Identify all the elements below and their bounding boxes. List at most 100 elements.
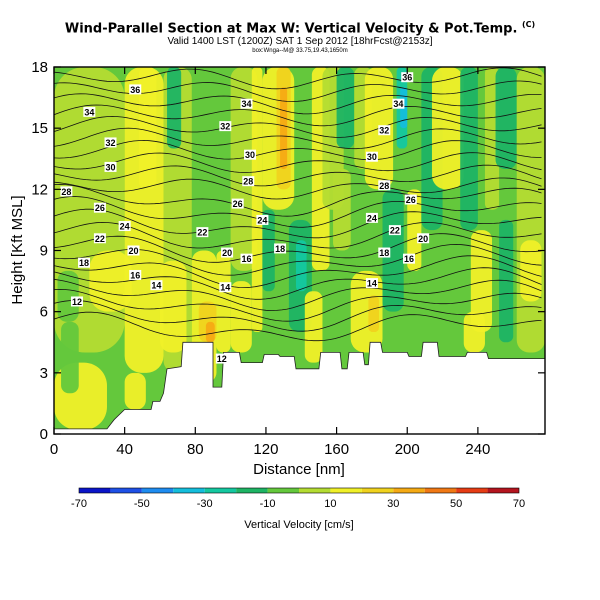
colorbar-label: Vertical Velocity [cm/s] [244,519,353,531]
contour-label-35: 16 [404,254,414,264]
x-axis-label: Distance [nm] [253,461,345,478]
colorbar-swatch-5 [236,488,268,493]
velocity-cell-8 [216,250,231,353]
contour-label-4: 32 [220,122,230,132]
contour-label-12: 24 [257,215,267,225]
velocity-cell-39 [520,240,542,302]
velocity-cell-22 [333,168,351,251]
terrain-fill [54,342,545,434]
contour-label-14: 22 [197,228,207,238]
contour-label-36: 14 [367,279,377,289]
velocity-cell-30 [407,189,422,271]
colorbar-swatch-12 [456,488,488,493]
contour-label-bg-2 [240,98,253,109]
y-tick-label-9: 9 [40,243,48,260]
contour-label-bg-3 [104,137,117,148]
contour-label-bg-22 [219,282,232,293]
theta-contour-2 [54,288,542,322]
colorbar-tick-label--10: -10 [260,498,276,510]
contour-label-19: 16 [130,270,140,280]
velocity-cell-47 [167,67,182,149]
colorbar: -70 -50 -30 -10 10 30 50 70 [71,487,525,510]
colorbar-tick-label--30: -30 [197,498,213,510]
contour-label-15: 20 [128,246,138,256]
contour-label-bg-11 [118,221,131,232]
colorbar-tick-label-70: 70 [513,498,525,510]
velocity-cell-2 [138,67,157,190]
x-axis: 0 40 80 120 160 200 240 [50,67,490,458]
contour-label-25: 36 [402,73,412,83]
theta-contour-3 [54,278,542,312]
contour-label-bg-21 [150,280,163,291]
terrain-outline [54,341,545,430]
theta-contour-18 [54,104,542,127]
theta-contour-10 [54,196,542,228]
velocity-cell-33 [460,67,478,231]
contour-label-17: 18 [79,258,89,268]
theta-contour-7 [54,233,542,263]
velocity-cell-14 [280,87,288,169]
colorbar-swatch-8 [330,488,362,493]
y-axis-label: Height [Kft MSL] [9,195,26,304]
colorbar-swatch-9 [361,488,394,493]
velocity-cell-44 [463,311,485,353]
contour-label-33: 20 [418,234,428,244]
x-tick-label-40: 40 [116,441,133,458]
contour-label-28: 30 [367,152,377,162]
contour-label-18: 18 [275,244,285,254]
theta-contour-17 [54,115,542,138]
x-tick-label-160: 160 [324,441,349,458]
velocity-cell-21 [336,67,355,149]
contour-label-bg-8 [242,176,255,187]
contour-label-30: 26 [406,195,416,205]
colorbar-tick-label--50: -50 [134,498,150,510]
velocity-cell-11 [251,67,263,333]
contour-label-bg-9 [93,202,106,213]
contour-label-bg-36 [365,278,378,289]
contour-label-8: 28 [243,177,253,187]
contour-label-bg-31 [365,212,378,223]
theta-contour-16 [54,127,542,150]
theta-contour-8 [54,221,542,249]
contour-label-bg-14 [196,227,209,238]
contour-label-bg-29 [378,180,391,191]
contour-label-26: 34 [393,99,403,109]
contour-labels: 36 34 34 32 32 30 30 28 28 26 26 24 24 22 22 20 20 18 18 16… [60,72,430,364]
contour-label-bg-35 [403,253,416,264]
contour-label-bg-33 [417,233,430,244]
x-tick-label-200: 200 [395,441,420,458]
contour-label-16: 20 [222,248,232,258]
x-tick-label-240: 240 [465,441,490,458]
valid-time-subtitle: Valid 1400 LST (1200Z) SAT 1 Sep 2012 [1… [167,36,433,47]
velocity-cell-25 [350,270,383,353]
theta-contour-15 [54,139,542,161]
contour-label-bg-17 [78,257,91,268]
contour-label-bg-15 [127,245,140,256]
velocity-cell-10 [230,281,252,353]
contour-label-bg-34 [378,247,391,258]
colorbar-swatch-2 [141,488,174,493]
x-tick-label-0: 0 [50,441,58,458]
colorbar-swatch-4 [204,488,237,493]
contour-label-bg-30 [404,194,417,205]
y-tick-label-18: 18 [31,59,48,76]
velocity-cell-17 [295,240,307,292]
contour-label-bg-6 [244,149,257,160]
y-tick-label-12: 12 [31,181,48,198]
contour-label-27: 32 [379,126,389,136]
contour-label-bg-32 [388,225,401,236]
contour-label-13: 22 [95,234,105,244]
velocity-cell-34 [470,230,493,333]
theta-contour-11 [54,183,542,217]
contour-label-23: 12 [72,297,82,307]
velocity-cell-32 [431,67,464,190]
contour-label-22: 14 [220,283,230,293]
y-tick-label-0: 0 [40,426,48,443]
colorbar-swatch-3 [173,488,205,493]
colorbar-swatch-10 [393,488,425,493]
contour-label-2: 34 [242,99,252,109]
contour-label-bg-13 [93,233,106,244]
colorbar-swatch-6 [267,488,299,493]
velocity-cell-26 [368,295,379,333]
